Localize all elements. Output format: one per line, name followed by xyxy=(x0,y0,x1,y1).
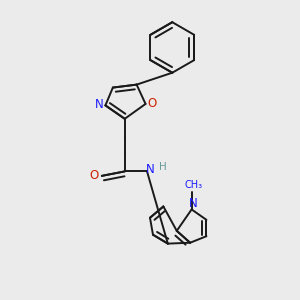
Text: CH₃: CH₃ xyxy=(185,180,203,190)
Text: H: H xyxy=(159,162,167,172)
Text: O: O xyxy=(148,97,157,110)
Text: N: N xyxy=(146,164,155,176)
Text: N: N xyxy=(189,197,197,210)
Text: N: N xyxy=(94,98,103,111)
Text: O: O xyxy=(90,169,99,182)
